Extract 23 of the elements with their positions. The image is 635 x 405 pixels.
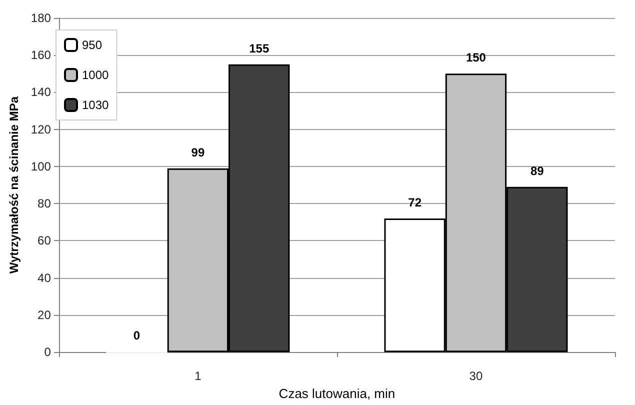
y-tick-label: 0	[44, 345, 52, 360]
y-tick-label: 20	[38, 308, 52, 322]
legend-label: 1030	[82, 98, 110, 112]
y-tick-label: 140	[30, 85, 52, 100]
x-tick-label: 30	[469, 369, 483, 384]
y-tick-label: 180	[30, 11, 52, 25]
legend-label: 1000	[82, 68, 110, 82]
data-label: 150	[466, 50, 486, 65]
data-label: 99	[191, 145, 205, 160]
data-label: 0	[133, 328, 140, 342]
data-label: 89	[530, 164, 544, 178]
y-tick-label: 120	[30, 122, 52, 136]
x-tick-label: 1	[194, 369, 202, 384]
y-tick-label: 80	[38, 196, 52, 211]
legend-label: 950	[82, 38, 102, 52]
y-tick-label: 40	[38, 270, 52, 285]
y-axis-title: Wytrzymałość na ścinanie MPa	[7, 96, 21, 274]
data-label: 155	[249, 41, 270, 56]
data-label: 72	[408, 195, 422, 210]
y-tick-label: 60	[38, 234, 52, 248]
y-tick-label: 100	[30, 159, 52, 174]
y-tick-label: 160	[30, 48, 52, 62]
x-axis-title: Czas lutowania, min	[278, 386, 396, 401]
